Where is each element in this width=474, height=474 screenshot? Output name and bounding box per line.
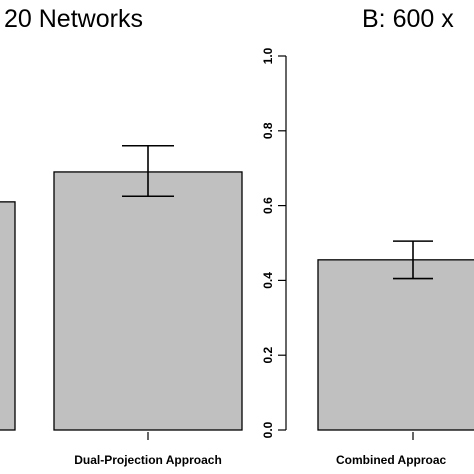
y-tick-label-b-2: 0.4	[261, 272, 275, 289]
y-tick-label-b-1: 0.2	[261, 347, 275, 364]
panel-a: 20 Networks Dual-Projection Approach	[0, 5, 243, 467]
y-tick-label-b-4: 0.8	[261, 122, 275, 139]
y-tick-label-b-0: 0.0	[261, 421, 275, 438]
y-tick-label-b-5: 1.0	[261, 47, 275, 64]
category-label-b-0: Combined Approac	[336, 453, 447, 467]
y-tick-label-b-3: 0.6	[261, 197, 275, 214]
panel-b-y-axis: 0.0 0.2 0.4 0.6 0.8 1.0	[261, 47, 287, 438]
panel-b-bars	[317, 240, 474, 431]
bar-a-0	[0, 201, 16, 431]
bar-b-0	[317, 259, 474, 431]
category-label-a-1: Dual-Projection Approach	[74, 453, 222, 467]
panel-a-title: 20 Networks	[4, 5, 143, 33]
bar-a-1	[53, 171, 243, 431]
panel-b: B: 600 x 0.0 0.2 0.4 0.6 0.8 1.0 Combined App…	[261, 5, 474, 467]
panel-b-title: B: 600 x	[362, 5, 454, 33]
panel-a-bars	[0, 144, 243, 431]
panel-b-x-axis: Combined Approac	[336, 432, 447, 467]
panel-a-x-axis: Dual-Projection Approach	[74, 432, 222, 467]
